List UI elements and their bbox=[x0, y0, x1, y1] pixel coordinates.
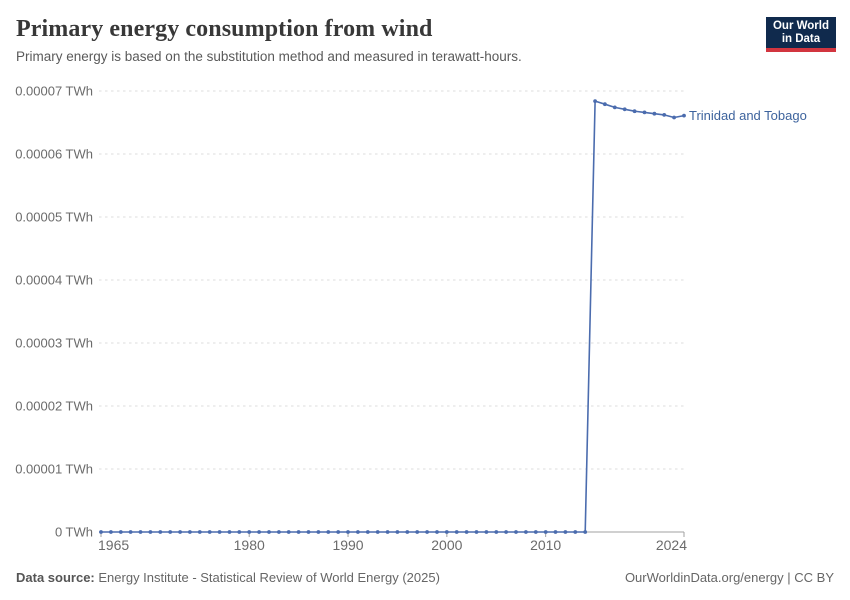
data-point-marker[interactable] bbox=[118, 530, 123, 534]
data-point-marker[interactable] bbox=[178, 530, 183, 534]
data-point-marker[interactable] bbox=[188, 530, 192, 534]
credit-text[interactable]: OurWorldinData.org/energy | CC BY bbox=[624, 570, 834, 585]
data-point-marker[interactable] bbox=[484, 530, 489, 534]
data-point-marker[interactable] bbox=[138, 530, 143, 534]
data-point-marker[interactable] bbox=[365, 530, 370, 534]
data-point-marker[interactable] bbox=[682, 113, 686, 118]
y-axis-tick-label: 0.00004 TWh bbox=[15, 273, 93, 288]
data-source: Data source: Energy Institute - Statisti… bbox=[16, 570, 440, 586]
data-point-marker[interactable] bbox=[385, 530, 390, 534]
chart-footer: Data source: Energy Institute - Statisti… bbox=[16, 570, 834, 586]
x-axis-tick-label: 1965 bbox=[98, 537, 129, 553]
y-axis-tick-label: 0.00002 TWh bbox=[15, 399, 93, 414]
data-point-marker[interactable] bbox=[553, 530, 558, 534]
data-point-marker[interactable] bbox=[257, 530, 261, 534]
data-point-marker[interactable] bbox=[267, 530, 271, 534]
data-point-marker[interactable] bbox=[356, 530, 360, 534]
data-point-marker[interactable] bbox=[524, 530, 528, 534]
data-point-marker[interactable] bbox=[662, 113, 667, 117]
data-point-marker[interactable] bbox=[563, 530, 568, 534]
data-point-marker[interactable] bbox=[474, 530, 479, 534]
data-point-marker[interactable] bbox=[326, 530, 331, 534]
data-source-label: Data source: bbox=[16, 570, 95, 585]
y-axis-tick-label: 0.00006 TWh bbox=[15, 147, 93, 162]
data-point-marker[interactable] bbox=[405, 530, 410, 534]
data-line[interactable] bbox=[101, 100, 685, 533]
data-point-marker[interactable] bbox=[296, 530, 301, 534]
data-point-marker[interactable] bbox=[148, 530, 153, 534]
data-point-marker[interactable] bbox=[99, 530, 103, 534]
data-point-marker[interactable] bbox=[652, 111, 657, 116]
data-point-marker[interactable] bbox=[672, 115, 676, 120]
data-point-marker[interactable] bbox=[642, 110, 647, 115]
data-point-marker[interactable] bbox=[612, 105, 617, 110]
owid-logo-line2: in Data bbox=[781, 33, 821, 45]
data-point-marker[interactable] bbox=[316, 530, 321, 534]
data-point-marker[interactable] bbox=[227, 530, 232, 534]
data-point-marker[interactable] bbox=[533, 530, 538, 534]
owid-logo-line1: Our World bbox=[772, 20, 829, 32]
data-point-marker[interactable] bbox=[514, 530, 518, 534]
x-axis-tick-label: 2000 bbox=[431, 537, 462, 553]
y-axis-tick-label: 0 TWh bbox=[55, 525, 93, 540]
data-point-marker[interactable] bbox=[464, 530, 469, 534]
x-axis-tick-label: 1980 bbox=[234, 537, 265, 553]
data-point-marker[interactable] bbox=[622, 107, 627, 112]
entity-label[interactable]: Trinidad and Tobago bbox=[689, 108, 807, 123]
y-axis-tick-label: 0.00001 TWh bbox=[15, 462, 93, 477]
data-point-marker[interactable] bbox=[346, 530, 350, 534]
data-point-marker[interactable] bbox=[306, 530, 311, 534]
data-point-marker[interactable] bbox=[375, 530, 380, 534]
page-title: Primary energy consumption from wind bbox=[16, 16, 433, 42]
data-point-marker[interactable] bbox=[277, 530, 281, 534]
data-point-marker[interactable] bbox=[444, 530, 449, 534]
data-point-marker[interactable] bbox=[435, 530, 439, 534]
data-point-marker[interactable] bbox=[158, 530, 163, 534]
chart-subtitle: Primary energy is based on the substitut… bbox=[16, 49, 522, 64]
data-point-marker[interactable] bbox=[395, 530, 400, 534]
y-axis-tick-label: 0.00005 TWh bbox=[15, 210, 93, 225]
data-point-marker[interactable] bbox=[286, 530, 291, 534]
x-axis-tick-label: 2010 bbox=[530, 537, 561, 553]
data-point-marker[interactable] bbox=[247, 530, 252, 534]
data-point-marker[interactable] bbox=[237, 530, 242, 534]
data-point-marker[interactable] bbox=[207, 530, 212, 534]
data-point-marker[interactable] bbox=[336, 530, 341, 534]
data-point-marker[interactable] bbox=[573, 530, 578, 534]
data-source-text[interactable]: Energy Institute - Statistical Review of… bbox=[98, 570, 440, 585]
y-axis-tick-label: 0.00007 TWh bbox=[15, 84, 93, 99]
owid-logo[interactable]: Our World in Data bbox=[765, 17, 836, 52]
x-axis-tick-label: 2024 bbox=[656, 537, 687, 553]
chart-header: Primary energy consumption from wind Pri… bbox=[16, 14, 756, 65]
data-point-marker[interactable] bbox=[168, 530, 173, 534]
data-point-marker[interactable] bbox=[632, 109, 637, 114]
x-axis-tick-label: 1990 bbox=[332, 537, 363, 553]
data-point-marker[interactable] bbox=[593, 99, 597, 103]
data-point-marker[interactable] bbox=[494, 530, 499, 534]
data-point-marker[interactable] bbox=[415, 530, 420, 534]
data-point-marker[interactable] bbox=[504, 530, 508, 534]
data-point-marker[interactable] bbox=[109, 530, 113, 534]
data-point-marker[interactable] bbox=[454, 530, 459, 534]
data-point-marker[interactable] bbox=[128, 530, 133, 534]
y-axis-tick-label: 0.00003 TWh bbox=[15, 336, 93, 351]
data-point-marker[interactable] bbox=[543, 530, 548, 534]
data-point-marker[interactable] bbox=[603, 102, 607, 107]
data-point-marker[interactable] bbox=[583, 530, 588, 534]
data-point-marker[interactable] bbox=[197, 530, 202, 534]
data-point-marker[interactable] bbox=[217, 530, 222, 534]
data-point-marker[interactable] bbox=[425, 530, 429, 534]
